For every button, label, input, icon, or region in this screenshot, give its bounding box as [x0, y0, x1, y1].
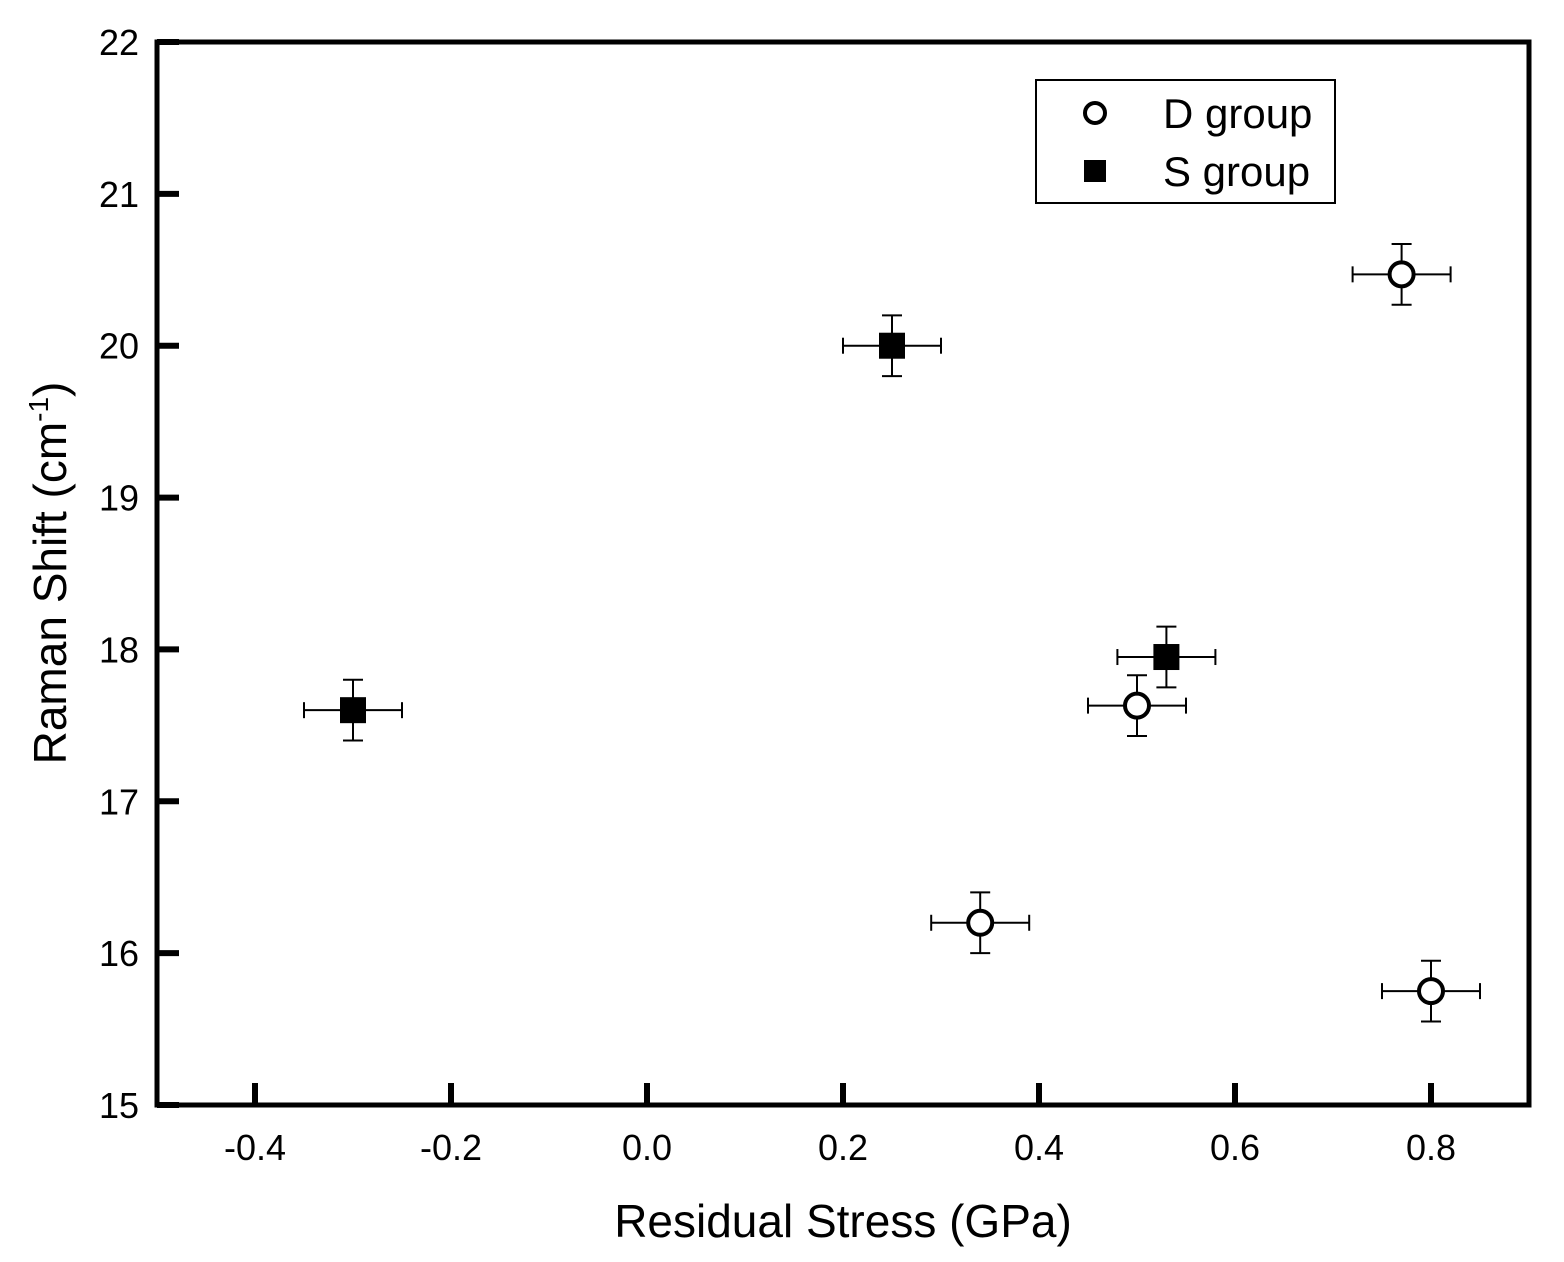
x-tick-label: 0.0 — [622, 1127, 672, 1168]
filled-square-marker — [1153, 644, 1180, 671]
y-axis-label-main: Raman Shift (cm — [24, 422, 76, 765]
axis-tick-labels: -0.4 -0.2 0.0 0.2 0.4 0.6 0.8 15 16 17 18 19 20 21 22 — [99, 22, 1456, 1168]
y-tick-label: 18 — [99, 629, 139, 670]
open-circle-marker — [1417, 977, 1445, 1006]
legend-box — [1035, 79, 1336, 204]
d-group-point — [1381, 959, 1481, 1023]
y-tick-label: 16 — [99, 933, 139, 974]
y-axis-label-superscript: -1 — [23, 397, 54, 422]
open-circle-marker — [1123, 691, 1151, 720]
data-points — [303, 242, 1481, 1023]
x-tick-label: 0.6 — [1210, 1127, 1260, 1168]
d-group-point — [1087, 674, 1187, 737]
legend-d-group-marker — [1083, 101, 1107, 125]
y-axis-label: Raman Shift (cm-1) — [23, 382, 76, 765]
s-group-point — [842, 314, 942, 378]
x-tick-label: 0.2 — [818, 1127, 868, 1168]
filled-square-marker — [879, 332, 905, 359]
filled-square-marker — [340, 697, 366, 724]
y-tick-label: 21 — [99, 174, 139, 215]
legend-s-group-marker — [1084, 160, 1106, 182]
x-tick-label: -0.2 — [420, 1127, 482, 1168]
y-tick-label: 19 — [99, 478, 139, 519]
open-circle-marker — [1387, 260, 1416, 289]
y-tick-label: 15 — [99, 1085, 139, 1126]
x-tick-label: 0.8 — [1406, 1127, 1456, 1168]
y-tick-label: 20 — [99, 326, 139, 367]
d-group-point — [1351, 242, 1452, 306]
legend-d-group-label: D group — [1163, 90, 1312, 137]
legend: D group S group — [1035, 79, 1336, 204]
y-axis-label-suffix: ) — [24, 382, 76, 397]
s-group-point — [1116, 625, 1217, 689]
legend-s-group-label: S group — [1163, 148, 1310, 195]
y-tick-label: 17 — [99, 781, 139, 822]
open-circle-marker — [966, 908, 995, 937]
axis-ticks — [157, 39, 1434, 1108]
d-group-point — [930, 891, 1031, 955]
x-tick-label: -0.4 — [224, 1127, 286, 1168]
s-group-point — [303, 678, 403, 742]
y-tick-label: 22 — [99, 22, 139, 63]
x-tick-label: 0.4 — [1014, 1127, 1064, 1168]
x-axis-label: Residual Stress (GPa) — [614, 1195, 1072, 1247]
